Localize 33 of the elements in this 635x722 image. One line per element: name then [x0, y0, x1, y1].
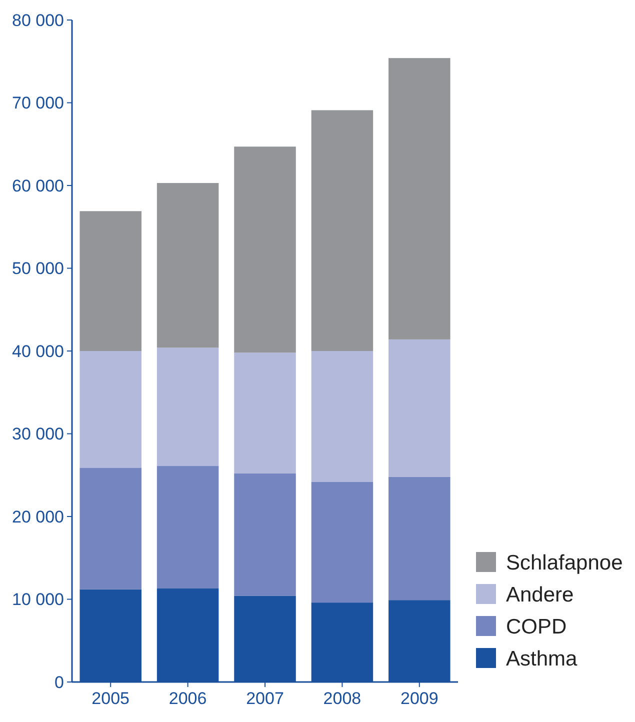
legend-label: Andere	[506, 583, 574, 606]
y-tick-label: 0	[54, 672, 64, 692]
bar	[388, 476, 450, 600]
y-tick-label: 10 000	[12, 590, 64, 610]
x-tick-label: 2008	[323, 689, 362, 708]
bar	[156, 183, 219, 348]
y-tick-label: 80 000	[12, 10, 64, 30]
y-tick-label: 50 000	[12, 259, 64, 278]
y-tick-label: 30 000	[12, 424, 64, 444]
y-tick-label: 70 000	[12, 94, 64, 113]
x-tick-label: 2006	[168, 689, 207, 708]
bar	[311, 110, 374, 351]
x-tick-label: 2005	[92, 689, 130, 708]
bar	[156, 348, 219, 466]
x-tick-label: 2007	[246, 689, 284, 708]
bar	[80, 211, 142, 351]
bar	[234, 146, 296, 353]
bar	[156, 466, 219, 588]
bar	[311, 351, 374, 482]
legend-label: COPD	[506, 615, 567, 638]
bar	[234, 473, 296, 596]
x-tick-label: 2009	[400, 689, 438, 708]
bar	[388, 339, 450, 477]
y-tick-label: 60 000	[12, 176, 64, 196]
bar	[80, 468, 142, 590]
legend-label: Schlafapnoe	[506, 551, 623, 574]
y-tick-label: 20 000	[12, 507, 64, 526]
legend-label: Asthma	[506, 647, 578, 670]
bar	[80, 351, 142, 468]
bar	[311, 482, 374, 603]
y-tick-label: 40 000	[12, 342, 64, 361]
bar	[234, 352, 296, 474]
bar	[388, 58, 450, 340]
